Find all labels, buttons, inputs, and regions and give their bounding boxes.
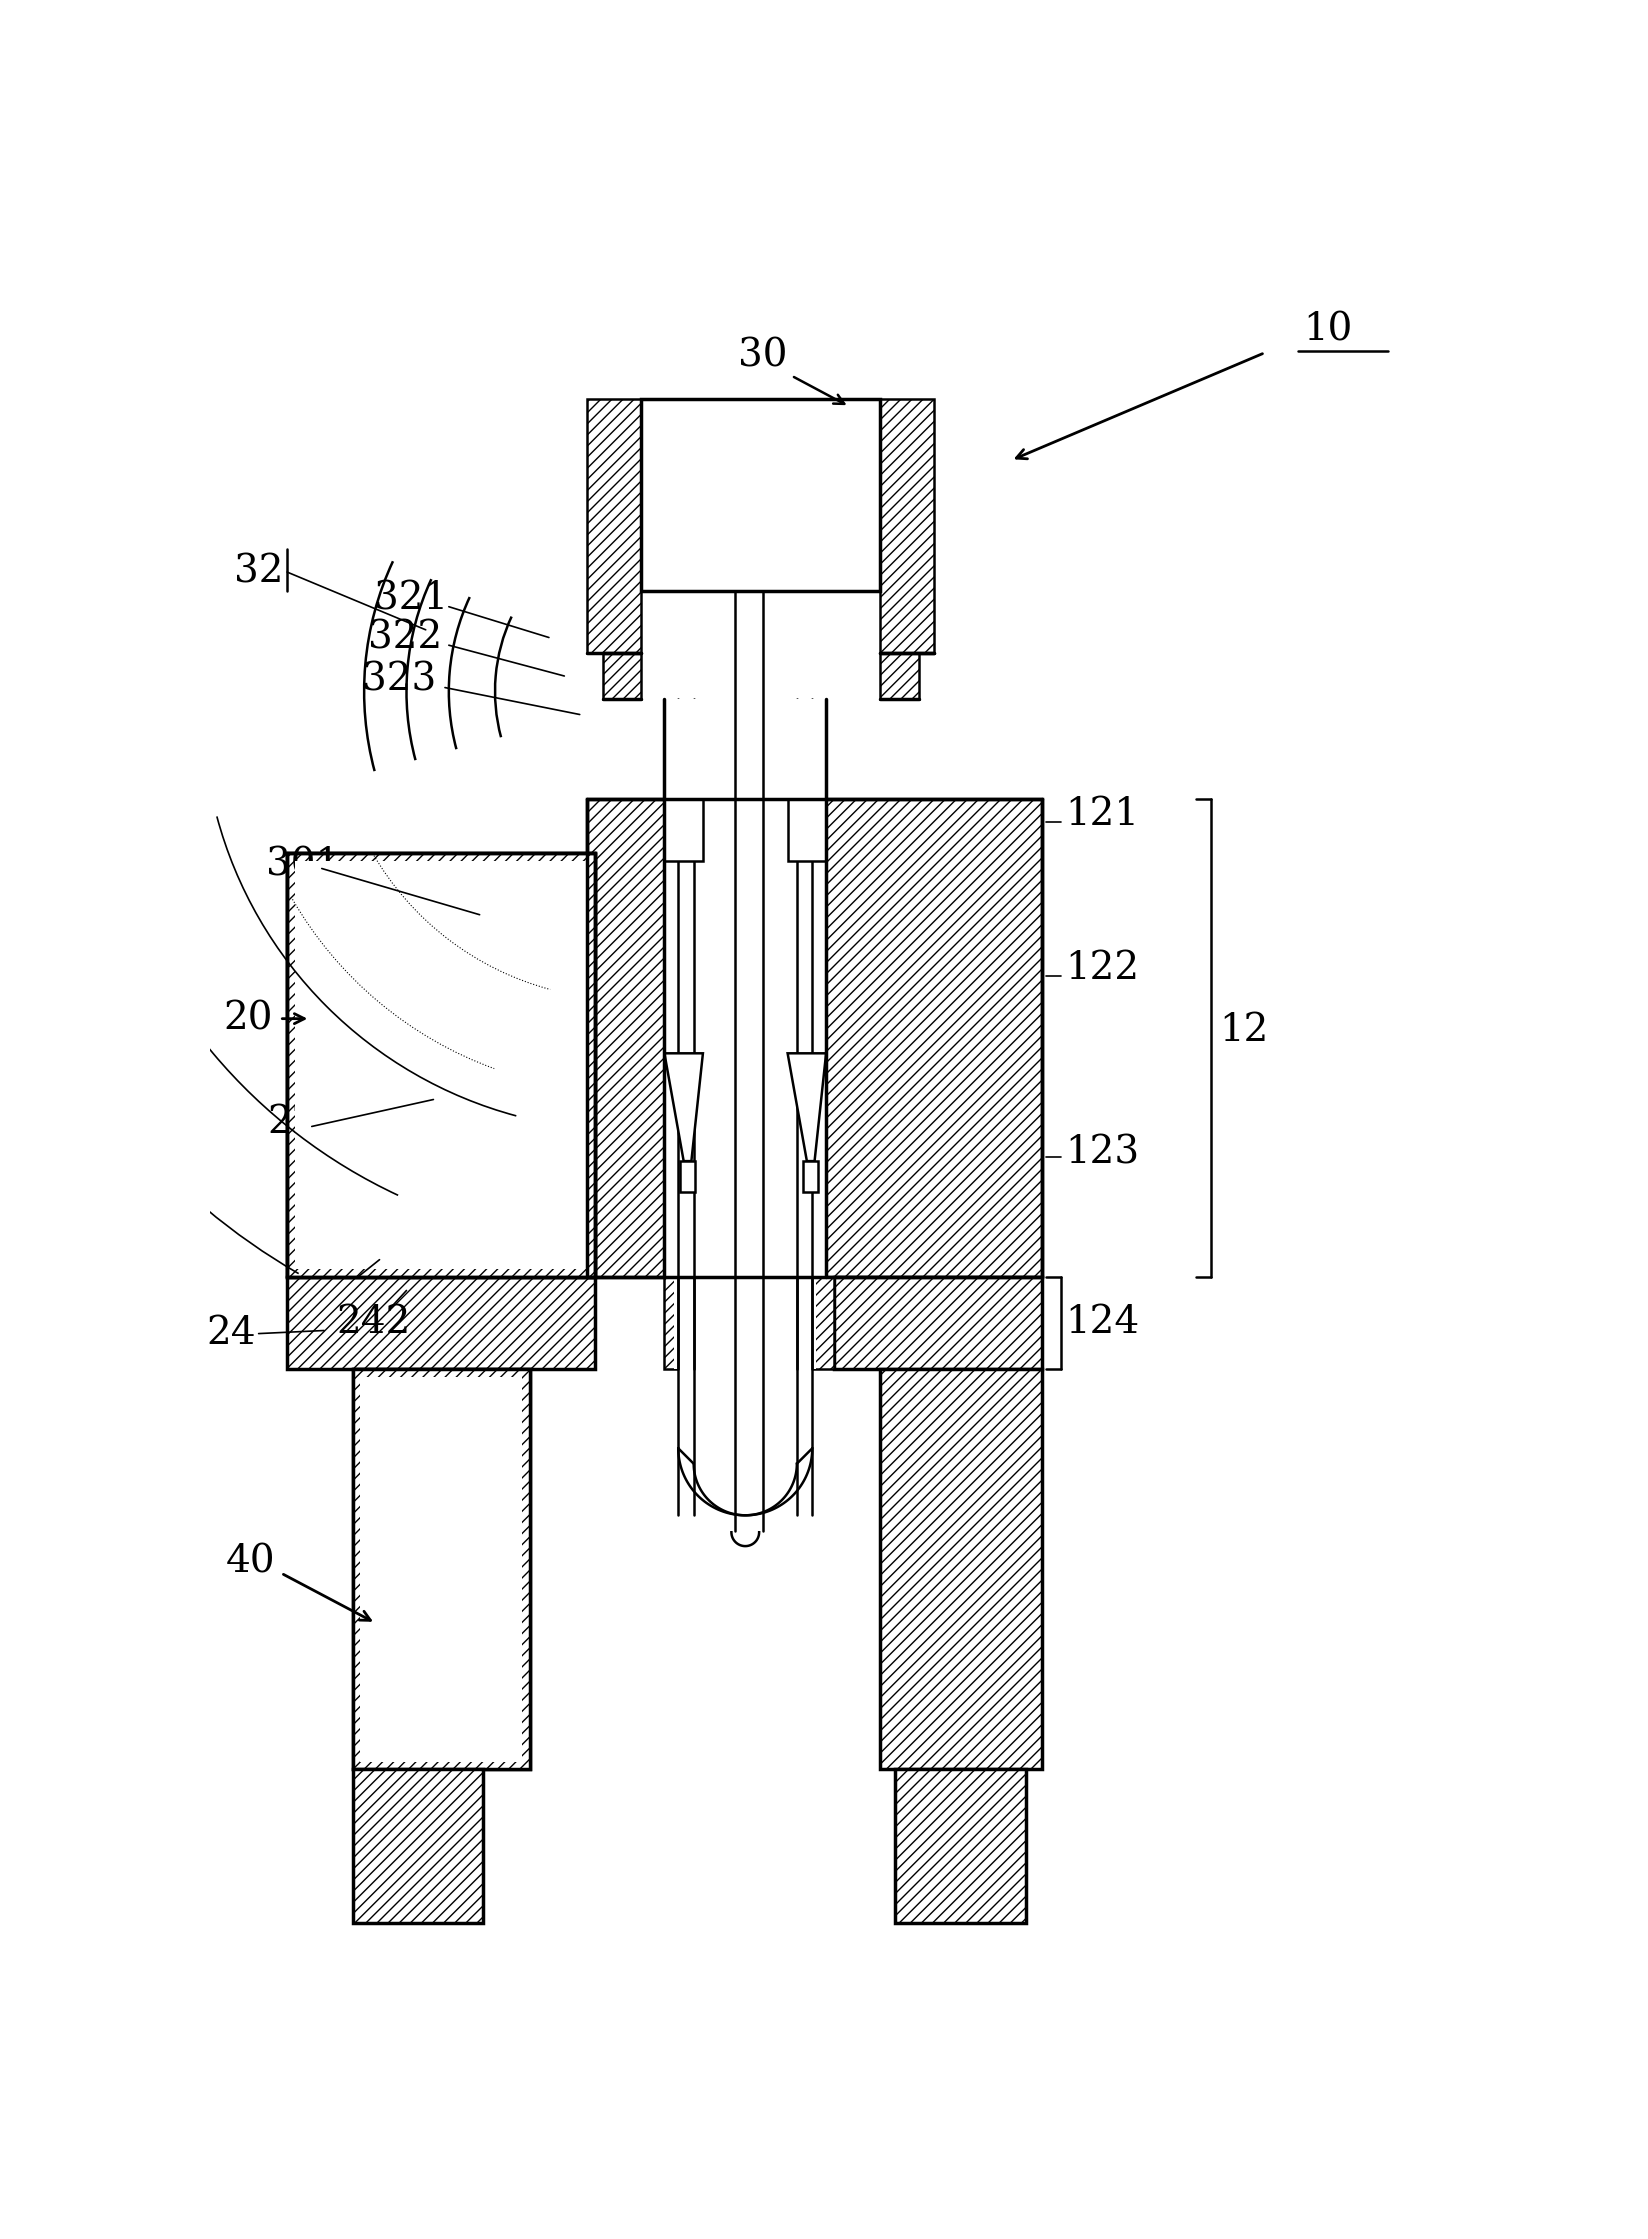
Text: 12: 12 (1220, 1012, 1269, 1048)
Text: 323: 323 (363, 661, 437, 699)
Bar (694, 699, 798, 1516)
Bar (664, 799, 826, 1276)
Bar (664, 799, 704, 860)
Text: 20: 20 (224, 1001, 274, 1037)
Bar (880, 399, 934, 654)
Text: 122: 122 (1065, 949, 1139, 987)
Text: 22: 22 (269, 1104, 318, 1142)
Bar (664, 699, 826, 799)
Bar (295, 860, 587, 1270)
Bar (287, 853, 595, 1276)
Bar (603, 654, 641, 699)
Text: 10: 10 (1304, 311, 1353, 347)
Text: 30: 30 (738, 338, 788, 374)
Bar (895, 1769, 1027, 1923)
Bar (587, 399, 641, 654)
Bar (353, 1368, 529, 1769)
Polygon shape (664, 1052, 704, 1162)
Bar (587, 799, 1042, 1276)
Text: 301: 301 (265, 846, 339, 882)
Bar (287, 1276, 595, 1368)
Bar (880, 654, 918, 699)
Bar (788, 799, 826, 860)
Bar (353, 1769, 483, 1923)
Bar (361, 1377, 522, 1762)
Bar (704, 799, 788, 860)
Text: 124: 124 (1065, 1305, 1139, 1341)
Bar (287, 853, 595, 1276)
Bar (735, 591, 763, 1547)
Text: 242: 242 (336, 1303, 410, 1341)
Bar (880, 1368, 1042, 1769)
Bar (803, 1162, 819, 1191)
Bar (834, 1276, 1042, 1368)
Text: 123: 123 (1065, 1135, 1139, 1171)
Bar (681, 1162, 695, 1191)
Polygon shape (788, 1052, 826, 1162)
Bar (353, 1368, 529, 1769)
Bar (641, 399, 880, 591)
Text: 322: 322 (368, 618, 442, 656)
Bar (674, 1276, 816, 1368)
Bar (679, 699, 812, 1516)
Bar (664, 1276, 834, 1368)
Text: 241: 241 (326, 1236, 400, 1272)
Text: 40: 40 (226, 1543, 275, 1581)
Text: 24: 24 (206, 1314, 257, 1352)
Text: 32: 32 (234, 553, 283, 591)
Text: 321: 321 (374, 580, 448, 618)
Text: 121: 121 (1065, 797, 1139, 833)
